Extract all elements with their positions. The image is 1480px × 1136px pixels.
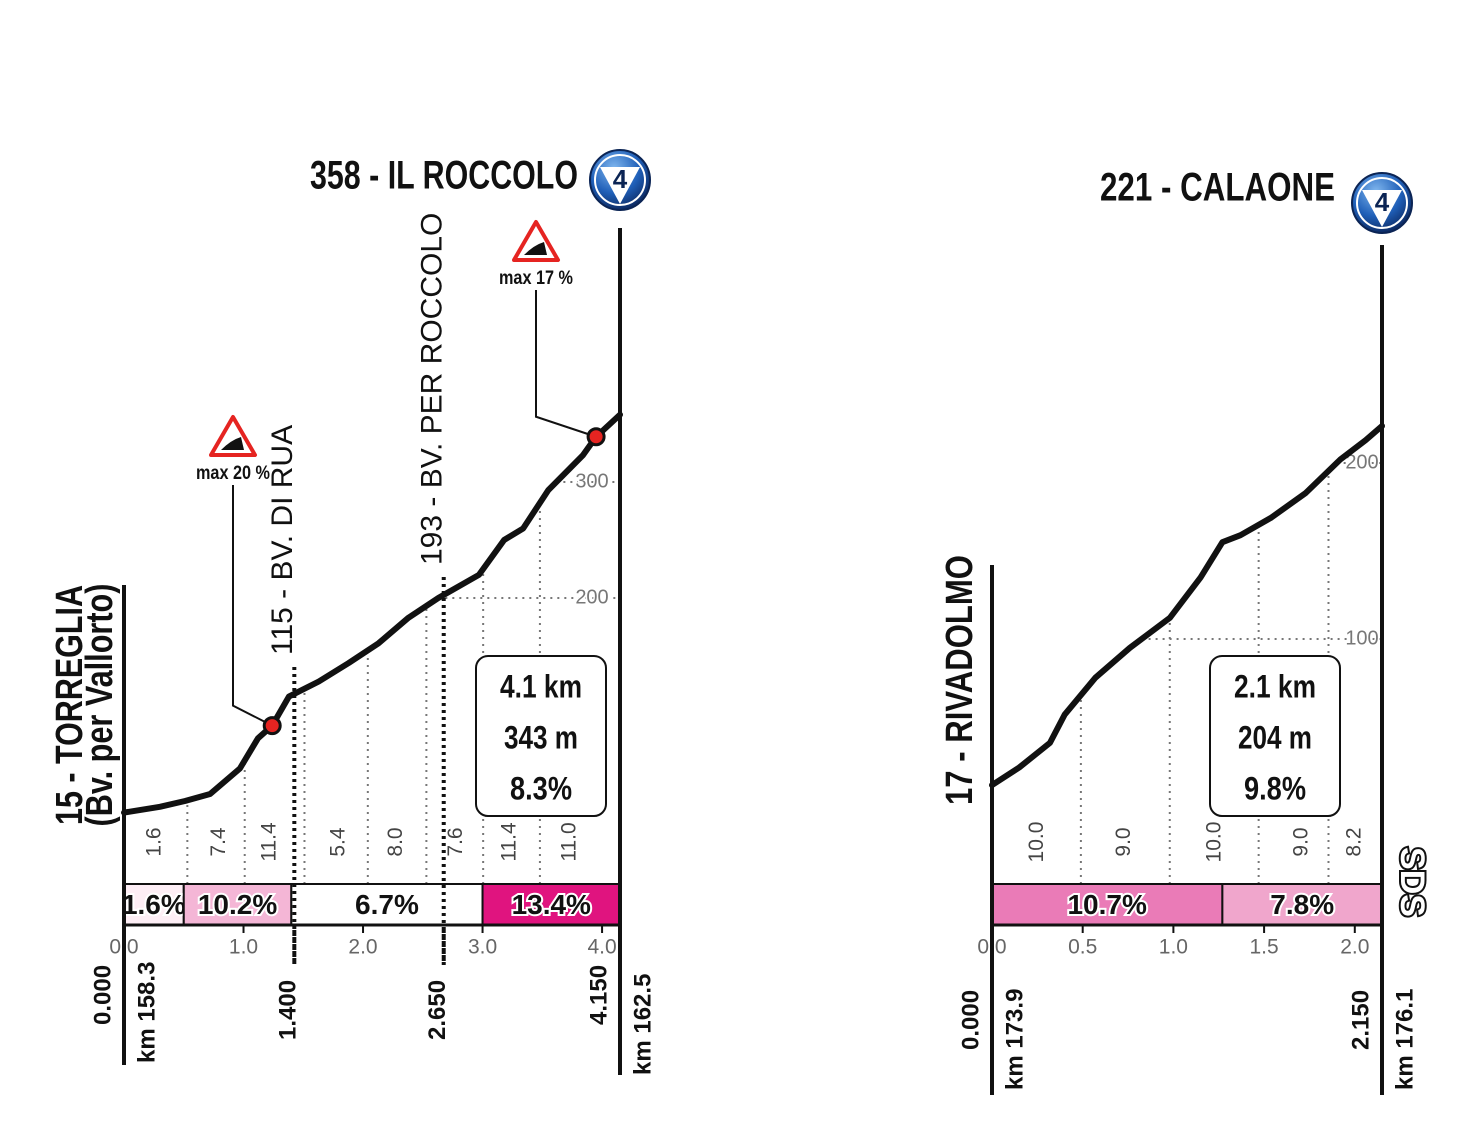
- half-km-gradient: 5.4: [327, 827, 350, 857]
- warning-slope: [221, 437, 244, 450]
- race-km: km 158.3: [133, 962, 160, 1063]
- warning-slope: [524, 242, 547, 255]
- max-gradient-label: max 20 %: [196, 463, 270, 484]
- x-tick-label: 1.0: [229, 936, 258, 959]
- x-tick-label: 3.0: [468, 936, 497, 959]
- km-marker: 2.650: [424, 980, 451, 1040]
- km-marker: 0.000: [957, 990, 984, 1050]
- gradient-label: 6.7%: [355, 889, 419, 920]
- category-triangle: [600, 167, 640, 204]
- x-tick-label: 1.0: [1159, 936, 1188, 959]
- gradient-label: 13.4%: [512, 889, 591, 920]
- category-ring: [594, 154, 646, 206]
- stats-text: 9.8%: [1244, 770, 1306, 806]
- stats-box: [1209, 655, 1341, 817]
- half-km-gradient: 9.0: [1112, 827, 1135, 856]
- category-triangle: [1362, 190, 1402, 227]
- summit-label: 358 - IL ROCCOLO: [310, 154, 578, 198]
- summit-label: 221 - CALAONE: [1100, 166, 1335, 210]
- marker-leader: [535, 290, 597, 438]
- profile-line: [121, 411, 623, 816]
- half-km-gradient: 10.0: [1025, 822, 1048, 863]
- max-gradient-point: [262, 716, 282, 736]
- x-tick-label: 0.5: [1068, 936, 1097, 959]
- half-km-gradient: 8.0: [384, 827, 407, 856]
- max-gradient-label: max 17 %: [499, 268, 573, 289]
- start-label: 17 - RIVADOLMO: [939, 555, 981, 805]
- gradient-label: 7.8%: [1270, 889, 1334, 920]
- warning-icon: [209, 415, 257, 457]
- y-tick-label: 200: [575, 586, 608, 608]
- km-marker: 2.150: [1347, 990, 1374, 1050]
- km-marker: 4.150: [585, 965, 612, 1025]
- category-ring: [1356, 177, 1408, 229]
- waypoint-label: 193 - BV. PER ROCCOLO: [416, 213, 449, 565]
- km-marker: 1.400: [275, 980, 302, 1040]
- km-marker: 0.000: [89, 965, 116, 1025]
- half-km-gradient: 10.0: [1203, 822, 1226, 863]
- half-km-gradient: 1.6: [143, 827, 166, 856]
- half-km-gradient: 11.4: [498, 822, 521, 862]
- logo: SDS: [1393, 847, 1431, 917]
- max-gradient-point: [586, 427, 606, 447]
- x-tick-label: 1.5: [1249, 936, 1278, 959]
- start-sublabel: (Bv. per Vallorto): [79, 584, 121, 827]
- half-km-gradient: 11.0: [557, 822, 580, 861]
- stats-text: 343 m: [504, 719, 578, 755]
- half-km-gradient: 8.2: [1342, 827, 1365, 856]
- x-tick-label: 2.0: [348, 936, 377, 959]
- gradient-segment: [481, 883, 622, 926]
- x-tick-label: 2.0: [1340, 936, 1369, 959]
- warning-icon: [512, 220, 560, 262]
- gradient-label: 10.7%: [1067, 889, 1146, 920]
- category-label: 4: [1375, 187, 1390, 217]
- race-km: km 176.1: [1391, 989, 1418, 1090]
- race-km: km 162.5: [629, 974, 656, 1075]
- stats-text: 2.1 km: [1234, 668, 1316, 704]
- stats-box: [475, 655, 607, 817]
- gradient-label: 1.6%: [122, 889, 186, 920]
- stats-text: 8.3%: [510, 770, 572, 806]
- half-km-gradient: 11.4: [257, 822, 280, 862]
- x-tick-label: 4.0: [587, 936, 616, 959]
- stats-text: 204 m: [1238, 719, 1312, 755]
- marker-leader: [232, 485, 273, 727]
- y-tick-label: 300: [575, 470, 608, 492]
- half-km-gradient: 7.4: [207, 827, 230, 857]
- waypoint-label: 115 - BV. DI RUA: [266, 425, 299, 655]
- category-label: 4: [613, 164, 628, 194]
- half-km-gradient: 9.0: [1290, 827, 1313, 856]
- race-km: km 173.9: [1001, 989, 1028, 1090]
- stats-text: 4.1 km: [500, 668, 582, 704]
- profile-line: [989, 423, 1385, 789]
- y-tick-label: 100: [1345, 627, 1378, 649]
- gradient-label: 10.2%: [198, 889, 277, 920]
- half-km-gradient: 7.6: [444, 827, 467, 856]
- start-label: 15 - TORREGLIA: [49, 585, 91, 825]
